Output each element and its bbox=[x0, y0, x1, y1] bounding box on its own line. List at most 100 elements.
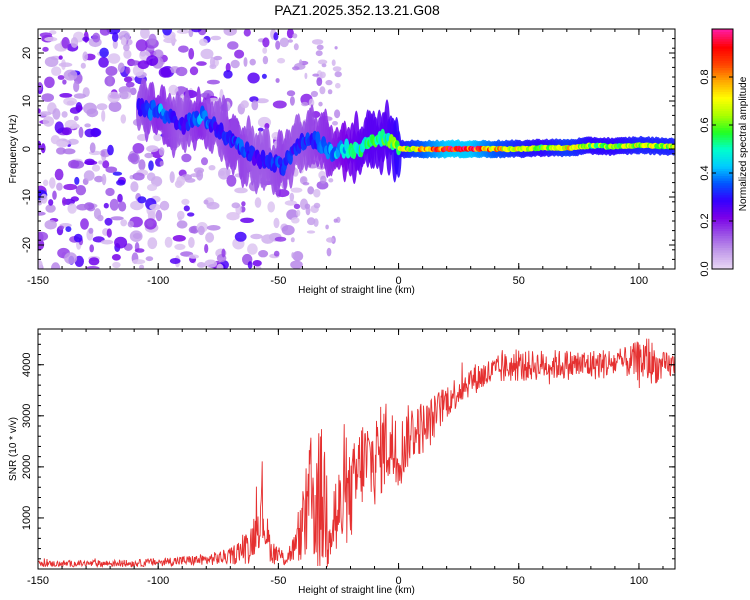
heatmap-cell bbox=[137, 196, 147, 204]
heatmap-cell bbox=[91, 164, 101, 172]
heatmap-cell bbox=[146, 184, 158, 191]
heatmap-cell bbox=[306, 230, 316, 234]
heatmap-cell bbox=[145, 256, 154, 262]
colorbar-swatch bbox=[712, 163, 733, 167]
x-tick-label: 100 bbox=[630, 275, 648, 287]
colorbar-swatch bbox=[712, 96, 733, 100]
heatmap-cell bbox=[176, 220, 188, 229]
colorbar-swatch bbox=[712, 204, 733, 208]
heatmap-cell bbox=[151, 176, 163, 187]
heatmap-cell bbox=[307, 217, 316, 226]
heatmap-cell bbox=[226, 212, 240, 221]
heatmap-cell bbox=[175, 66, 188, 77]
colorbar-swatch bbox=[712, 197, 733, 200]
heatmap-cell bbox=[241, 201, 246, 207]
heatmap-cell bbox=[255, 98, 269, 104]
heatmap-cell bbox=[109, 198, 119, 211]
colorbar-swatch bbox=[712, 89, 733, 92]
heatmap-cell bbox=[50, 135, 60, 145]
heatmap-cell bbox=[112, 171, 123, 176]
heatmap-cell bbox=[319, 71, 326, 79]
heatmap-cell bbox=[316, 180, 329, 190]
heatmap-cell bbox=[107, 91, 121, 103]
heatmap-cell bbox=[204, 243, 209, 254]
heatmap-cell bbox=[107, 53, 121, 64]
y-tick-label: 1000 bbox=[21, 506, 33, 530]
heatmap-cell bbox=[188, 226, 197, 234]
heatmap-cell bbox=[313, 188, 321, 198]
heatmap-cell bbox=[318, 101, 323, 107]
heatmap-cell bbox=[208, 165, 216, 171]
colorbar-swatch bbox=[712, 84, 733, 88]
heatmap-cell bbox=[44, 76, 55, 89]
heatmap-cell bbox=[218, 167, 230, 180]
colorbar-swatch bbox=[712, 29, 733, 32]
colorbar-swatch bbox=[712, 110, 733, 114]
colorbar-swatch bbox=[712, 105, 733, 109]
heatmap-cell bbox=[78, 126, 84, 138]
heatmap-cell bbox=[178, 45, 189, 53]
heatmap-cell bbox=[61, 127, 72, 136]
colorbar-swatch bbox=[712, 151, 733, 155]
heatmap-cell bbox=[119, 90, 129, 100]
heatmap-cell bbox=[38, 108, 41, 114]
heatmap-cell bbox=[289, 96, 295, 106]
heatmap-cell bbox=[38, 140, 42, 150]
colorbar-swatch bbox=[712, 252, 733, 256]
heatmap-cell bbox=[292, 33, 298, 39]
heatmap-cell bbox=[67, 138, 79, 145]
heatmap-cell bbox=[188, 237, 195, 248]
heatmap-cell bbox=[244, 141, 250, 154]
heatmap-cell bbox=[144, 152, 154, 159]
heatmap-cell bbox=[205, 232, 215, 243]
colorbar-swatch bbox=[712, 233, 733, 236]
colorbar-swatch bbox=[712, 74, 733, 78]
colorbar-swatch bbox=[712, 31, 733, 35]
heatmap-cell bbox=[191, 29, 202, 33]
colorbar-swatch bbox=[712, 211, 733, 215]
heatmap-cell bbox=[70, 37, 79, 48]
heatmap-cell bbox=[61, 111, 68, 118]
heatmap-cell bbox=[290, 187, 303, 193]
heatmap-cell bbox=[189, 66, 199, 76]
heatmap-cell bbox=[277, 157, 283, 166]
colorbar-swatch bbox=[712, 137, 733, 140]
heatmap-cell bbox=[226, 174, 237, 187]
colorbar-swatch bbox=[712, 139, 733, 143]
heatmap-cell bbox=[93, 208, 102, 220]
heatmap-cell bbox=[177, 210, 185, 220]
heatmap-cell bbox=[107, 144, 114, 156]
heatmap-cell bbox=[172, 235, 186, 242]
heatmap-cell bbox=[240, 100, 249, 109]
heatmap-cell bbox=[51, 262, 61, 269]
y-tick-label: 2000 bbox=[21, 455, 33, 479]
colorbar-swatch bbox=[712, 77, 733, 80]
heatmap-cell bbox=[203, 199, 209, 205]
heatmap-cell bbox=[158, 147, 165, 156]
heatmap-cell bbox=[221, 248, 226, 258]
heatmap-cell bbox=[168, 84, 179, 96]
snr-x-axis-label: Height of straight line (km) bbox=[298, 585, 415, 596]
heatmap-cell bbox=[38, 111, 52, 116]
colorbar-swatch bbox=[712, 98, 733, 102]
heatmap-cell bbox=[63, 183, 78, 191]
heatmap-cell bbox=[64, 119, 78, 130]
heatmap-cell bbox=[196, 61, 207, 66]
heatmap-cell bbox=[287, 39, 293, 43]
heatmap-cell bbox=[105, 66, 118, 76]
heatmap-cell bbox=[42, 46, 49, 52]
snr-panel: -150 -100 -50 0 50 100 1000 2000 3000 4000 Height… bbox=[8, 328, 676, 596]
heatmap-cell bbox=[188, 48, 195, 60]
heatmap-cell bbox=[319, 86, 326, 95]
colorbar-swatch bbox=[712, 122, 733, 126]
colorbar-swatch bbox=[712, 249, 733, 253]
heatmap-cell bbox=[291, 217, 300, 224]
heatmap-cell bbox=[325, 79, 333, 86]
colorbar-swatch bbox=[712, 189, 733, 193]
snr-ticks: -150 -100 -50 0 50 100 1000 2000 3000 4000 bbox=[21, 329, 675, 587]
heatmap-cell bbox=[262, 37, 270, 48]
colorbar-tick-label: 0.4 bbox=[699, 165, 711, 180]
colorbar-swatch bbox=[712, 81, 733, 85]
colorbar-swatch bbox=[712, 117, 733, 121]
heatmap-cell bbox=[117, 193, 123, 203]
